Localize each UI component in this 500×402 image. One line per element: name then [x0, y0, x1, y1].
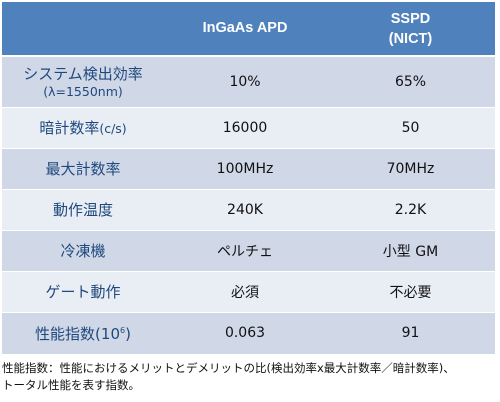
cell-apd-operating-temp: 240K [164, 189, 326, 231]
cell-apd-max-count-rate: 100MHz [164, 148, 326, 190]
row-label-text: 性能指数(10 [35, 324, 120, 343]
table-header-row: InGaAs APD SSPD (NICT) [2, 2, 495, 57]
footnote-line-1: 性能指数：性能におけるメリットとデメリットの比(検出効率x最大計数率／暗計数率)… [2, 361, 455, 375]
cell-sspd-efficiency: 65% [326, 56, 495, 108]
cell-apd-dark-count: 16000 [164, 107, 326, 149]
cell-apd-gate-operation: 必須 [164, 271, 326, 313]
cell-sspd-dark-count: 50 [326, 107, 495, 149]
header-sspd-org: (NICT) [388, 30, 433, 47]
row-label-figure-of-merit: 性能指数(106) [2, 312, 164, 355]
table-row: 最大計数率 100MHz 70MHz [2, 148, 495, 190]
row-label-wavelength: (λ=1550nm) [43, 84, 123, 100]
row-label-unit: (c/s) [99, 121, 127, 136]
table-row: ゲート動作 必須 不必要 [2, 271, 495, 313]
table-row: 冷凍機 ペルチェ 小型 GM [2, 230, 495, 272]
row-label-text: 暗計数率 [39, 119, 100, 137]
footnote: 性能指数：性能におけるメリットとデメリットの比(検出効率x最大計数率／暗計数率)… [2, 360, 498, 394]
header-sspd: SSPD (NICT) [326, 2, 495, 57]
table-row: 暗計数率(c/s) 16000 50 [2, 107, 495, 149]
header-sspd-name: SSPD [390, 10, 431, 27]
header-ingaas-apd: InGaAs APD [164, 2, 326, 57]
cell-sspd-figure-of-merit: 91 [326, 312, 495, 355]
cell-sspd-cooler: 小型 GM [326, 230, 495, 272]
row-label-text: システム検出効率 [23, 65, 143, 84]
row-label-max-count-rate: 最大計数率 [2, 148, 164, 190]
row-label-close-paren: ) [125, 324, 131, 343]
row-label-exponent: 6 [120, 325, 126, 335]
cell-apd-efficiency: 10% [164, 56, 326, 108]
cell-sspd-gate-operation: 不必要 [326, 271, 495, 313]
comparison-table-container: InGaAs APD SSPD (NICT) システム検出効率 (λ=1550n… [2, 2, 495, 355]
cell-sspd-operating-temp: 2.2K [326, 189, 495, 231]
row-label-dark-count: 暗計数率(c/s) [2, 107, 164, 149]
row-label-operating-temp: 動作温度 [2, 189, 164, 231]
comparison-table: InGaAs APD SSPD (NICT) システム検出効率 (λ=1550n… [2, 2, 495, 355]
row-label-cooler: 冷凍機 [2, 230, 164, 272]
row-label-detection-efficiency: システム検出効率 (λ=1550nm) [2, 56, 164, 108]
cell-apd-figure-of-merit: 0.063 [164, 312, 326, 355]
table-row: 動作温度 240K 2.2K [2, 189, 495, 231]
header-blank-cell [2, 2, 164, 57]
cell-apd-cooler: ペルチェ [164, 230, 326, 272]
footnote-line-2: トータル性能を表す指数。 [2, 378, 140, 392]
row-label-gate-operation: ゲート動作 [2, 271, 164, 313]
cell-sspd-max-count-rate: 70MHz [326, 148, 495, 190]
table-row: システム検出効率 (λ=1550nm) 10% 65% [2, 56, 495, 108]
table-row: 性能指数(106) 0.063 91 [2, 312, 495, 355]
